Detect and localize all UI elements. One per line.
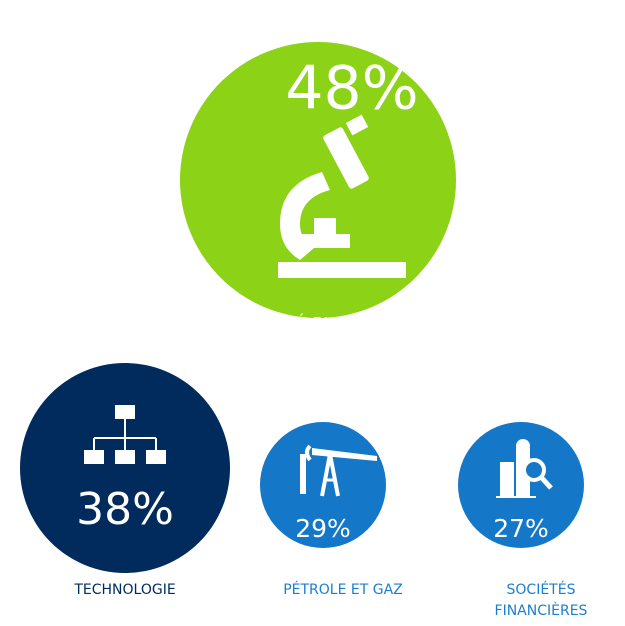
label: FINANCIÈRES [495,602,588,619]
label: PÉTROLE ET GAZ [283,581,403,598]
finance-icon [496,439,553,498]
pumpjack-icon [300,444,377,497]
bubble [20,363,230,573]
value: 29% [295,514,351,543]
label: SANTÉ PHARMA [247,313,390,335]
value: 48% [285,54,418,124]
value: 27% [493,514,549,543]
org-chart-icon [84,405,166,464]
microscope-icon [278,114,406,278]
value: 38% [76,484,174,535]
label: SOCIÉTÉS [507,581,576,598]
label: TECHNOLOGIE [73,582,175,598]
